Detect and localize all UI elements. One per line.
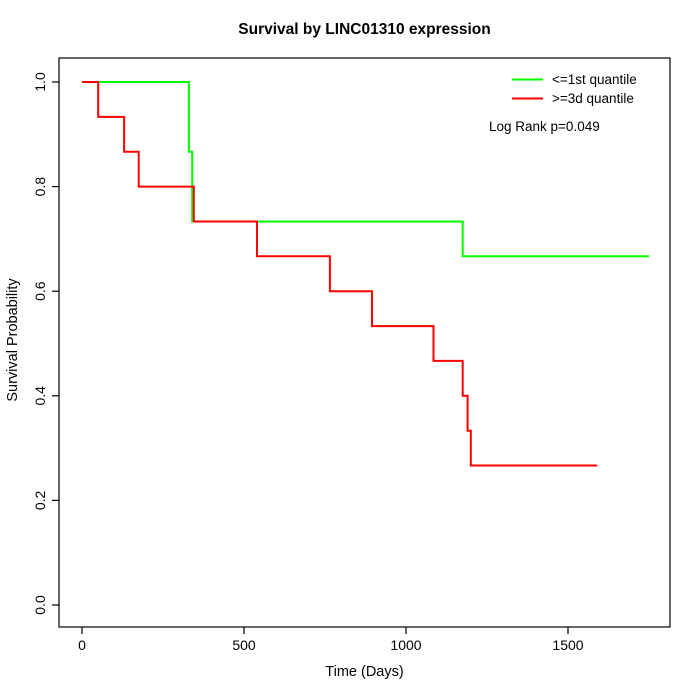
x-tick-label: 500 xyxy=(232,637,256,653)
y-tick-label: 0.4 xyxy=(32,386,48,406)
survival-curve-1st-quantile xyxy=(82,81,649,258)
legend-label-1st-quantile: <=1st quantile xyxy=(552,72,637,87)
y-tick-label: 0.8 xyxy=(32,177,48,197)
x-tick-label: 1500 xyxy=(552,637,583,653)
survival-curve-3d-quantile xyxy=(82,81,598,467)
log-rank-annotation: Log Rank p=0.049 xyxy=(489,119,600,134)
x-axis-label: Time (Days) xyxy=(325,664,403,680)
y-axis: 0.0 0.2 0.4 0.6 0.8 1.0 xyxy=(32,72,59,615)
x-axis: 0 500 1000 1500 xyxy=(78,627,584,653)
legend: <=1st quantile >=3d quantile Log Rank p=… xyxy=(489,72,637,134)
y-tick-label: 1.0 xyxy=(32,72,48,92)
plot-title: Survival by LINC01310 expression xyxy=(238,21,490,38)
y-axis-label: Survival Probability xyxy=(5,278,21,402)
y-tick-label: 0.6 xyxy=(32,281,48,301)
x-tick-label: 1000 xyxy=(390,637,421,653)
y-tick-label: 0.2 xyxy=(32,490,48,510)
x-tick-label: 0 xyxy=(78,637,86,653)
plot-box xyxy=(58,57,671,628)
survival-curves xyxy=(82,81,649,467)
legend-label-3d-quantile: >=3d quantile xyxy=(552,91,634,106)
y-tick-label: 0.0 xyxy=(32,595,48,615)
